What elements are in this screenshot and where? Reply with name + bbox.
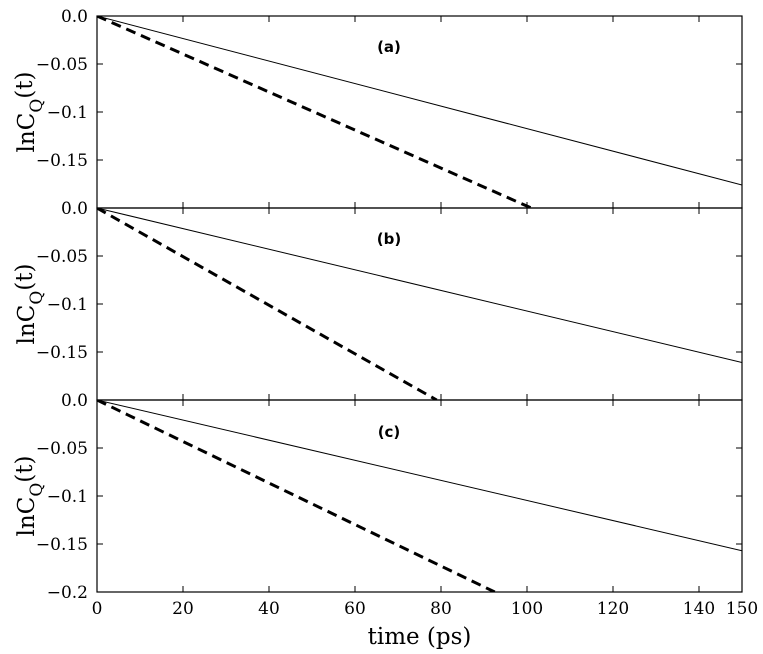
y-tick-label: −0.05 — [36, 247, 88, 267]
x-tick-label: 120 — [597, 599, 629, 619]
y-tick-label: −0.15 — [36, 343, 88, 363]
solid-series-line — [97, 16, 742, 186]
x-axis-title: time (ps) — [368, 624, 472, 650]
dashed-series-line — [97, 208, 438, 400]
y-tick-label: −0.1 — [47, 103, 88, 123]
y-tick-label: −0.05 — [36, 55, 88, 75]
y-tick-label: −0.2 — [47, 583, 88, 603]
dashed-series-line — [97, 400, 496, 592]
x-axis: 0 20 40 60 80 100 120 140 150 — [92, 599, 759, 619]
solid-series-line — [97, 208, 742, 364]
panel-label: (a) — [377, 38, 401, 56]
panel-frame — [96, 399, 743, 593]
panel-frame — [96, 15, 743, 209]
x-tick-label: 140 — [683, 599, 715, 619]
solid-series-line — [97, 400, 742, 552]
y-tick-label: −0.1 — [47, 295, 88, 315]
y-tick-label: −0.05 — [36, 439, 88, 459]
panel-b: 0.0 −0.05 −0.1 −0.15 (b) lnCQ(t) — [12, 199, 743, 401]
x-tick-label: 0 — [92, 599, 103, 619]
x-tick-label: 150 — [726, 599, 758, 619]
x-tick-label: 40 — [258, 599, 280, 619]
panel-a: 0.0 −0.05 −0.1 −0.15 (a) lnCQ(t) — [12, 7, 743, 209]
panel-frame — [96, 207, 743, 401]
y-tick-label: −0.1 — [47, 487, 88, 507]
panels-group: 0.0 −0.05 −0.1 −0.15 (a) lnCQ(t) 0.0 −0.05 −0.1 −… — [12, 7, 743, 603]
y-tick-label: −0.15 — [36, 151, 88, 171]
y-tick-label: 0.0 — [61, 391, 88, 411]
panel-label: (b) — [377, 230, 401, 248]
dashed-series-line — [97, 16, 532, 208]
panel-c: 0.0 −0.05 −0.1 −0.15 −0.2 (c) lnCQ(t) — [12, 391, 743, 603]
y-axis-title: lnCQ(t) — [12, 456, 47, 537]
y-tick-label: −0.15 — [36, 535, 88, 555]
y-tick-label: 0.0 — [61, 199, 88, 219]
y-tick-label: 0.0 — [61, 7, 88, 27]
panel-label: (c) — [378, 423, 401, 441]
x-tick-label: 80 — [430, 599, 452, 619]
x-tick-label: 100 — [511, 599, 543, 619]
x-tick-label: 60 — [344, 599, 366, 619]
y-axis-title: lnCQ(t) — [12, 72, 47, 153]
x-tick-label: 20 — [172, 599, 194, 619]
y-axis-title: lnCQ(t) — [12, 264, 47, 345]
